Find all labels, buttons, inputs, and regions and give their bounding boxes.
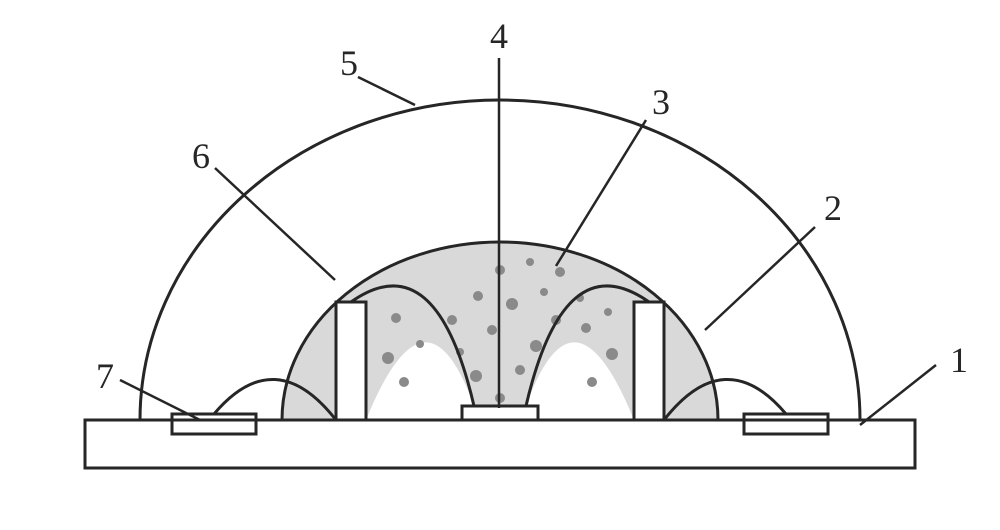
leader-l6 [215,168,335,280]
leader-l1 [860,365,936,425]
leader-l2 [705,227,815,330]
label-2: 2 [824,188,842,228]
label-6: 6 [192,136,210,176]
label-7: 7 [96,356,114,396]
post-left [336,302,366,420]
post-right [634,302,664,420]
label-1: 1 [950,340,968,380]
pad-right [744,414,828,434]
base-substrate [85,420,915,468]
chip [462,406,538,420]
label-4: 4 [490,16,508,56]
leader-l7 [120,380,200,420]
label-5: 5 [340,43,358,83]
leader-l3 [556,120,646,266]
label-3: 3 [652,82,670,122]
leader-l5 [358,77,415,105]
pad-left [172,414,256,434]
